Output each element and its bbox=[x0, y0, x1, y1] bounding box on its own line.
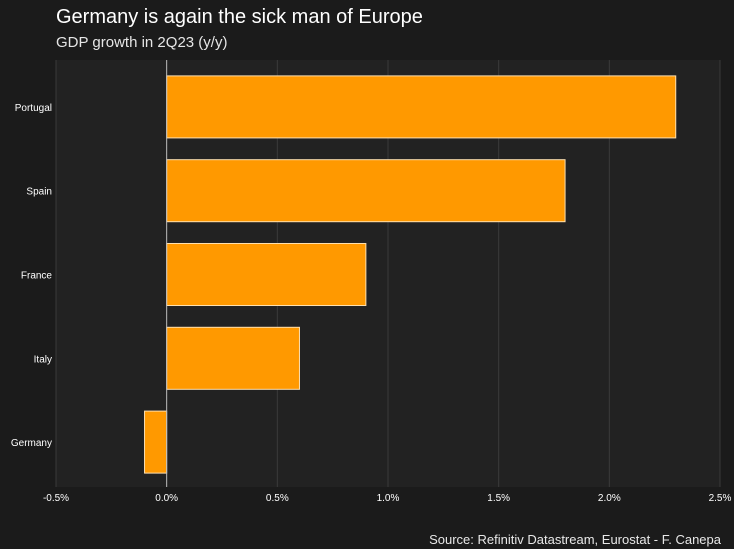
chart-title: Germany is again the sick man of Europe bbox=[56, 6, 423, 28]
x-tick-label: 0.0% bbox=[155, 493, 178, 504]
bar-germany bbox=[144, 410, 168, 474]
source-note: Source: Refinitiv Datastream, Eurostat -… bbox=[429, 532, 721, 547]
category-label: France bbox=[21, 271, 53, 282]
x-tick-label: 2.0% bbox=[598, 493, 621, 504]
bar-italy bbox=[166, 326, 300, 390]
x-tick-label: 1.0% bbox=[377, 493, 400, 504]
bar-portugal bbox=[166, 75, 677, 139]
bar-france bbox=[166, 242, 367, 307]
x-tick-label: -0.5% bbox=[43, 493, 69, 504]
category-label: Spain bbox=[26, 187, 52, 198]
category-labels: Portugal Spain France Italy Germany bbox=[11, 103, 53, 449]
category-label: Portugal bbox=[15, 103, 52, 114]
category-label: Germany bbox=[11, 438, 52, 449]
bars bbox=[144, 75, 677, 474]
x-tick-labels: -0.5% 0.0% 0.5% 1.0% 1.5% 2.0% 2.5% bbox=[43, 493, 732, 504]
chart-subtitle: GDP growth in 2Q23 (y/y) bbox=[56, 34, 228, 51]
x-tick-label: 1.5% bbox=[487, 493, 510, 504]
x-tick-label: 0.5% bbox=[266, 493, 289, 504]
bar-spain bbox=[166, 159, 566, 223]
x-tick-label: 2.5% bbox=[709, 493, 732, 504]
category-label: Italy bbox=[34, 354, 52, 365]
